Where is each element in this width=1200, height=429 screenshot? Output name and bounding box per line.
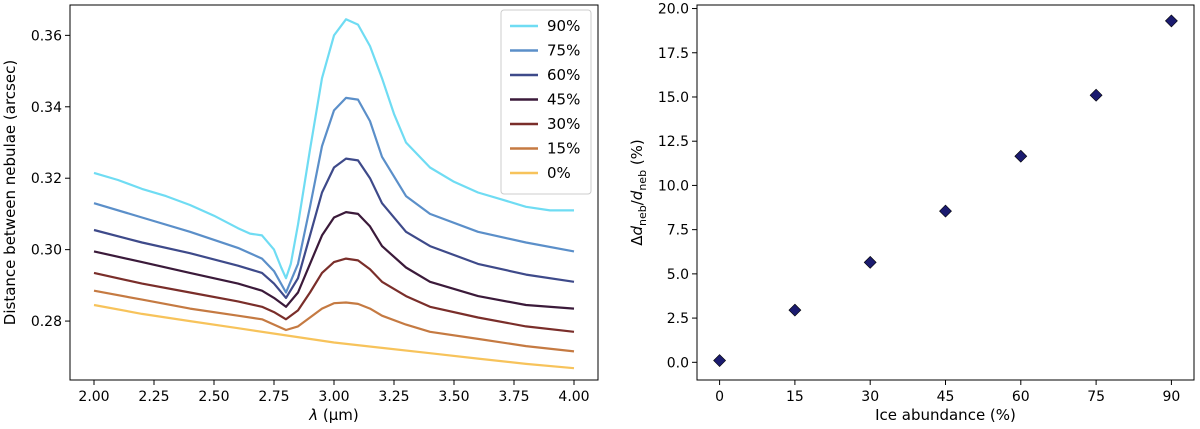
legend-label: 45% [547,91,580,109]
x-tick-label: 45 [937,389,955,405]
series-line-45pct [93,211,575,310]
data-point [939,204,952,218]
y-tick-label: 0.36 [31,28,62,44]
scatter-chart-frame [696,4,1195,381]
x-tick-label: 30 [861,389,879,405]
y-tick-label: 20.0 [658,2,689,18]
data-point [1164,14,1178,28]
x-tick-label: 60 [1012,389,1030,405]
x-tick-label: 2.75 [258,389,289,405]
x-tick-label: 75 [1087,389,1105,405]
data-point [1014,149,1028,163]
series-line-90pct [93,18,574,280]
x-tick-label: 3.25 [378,389,409,405]
data-point [788,303,802,317]
y-tick-label: 12.5 [658,134,689,150]
legend-label: 30% [547,115,580,133]
scatter-chart: 0 15 30 45 60 75 90 0.0 2.5 5.0 7.5 10.0 12.5 15.0 17.… [628,2,1195,424]
x-tick-label: 3.50 [438,389,469,405]
x-tick-label: 2.00 [78,389,109,405]
x-tick-label: 90 [1162,389,1180,405]
y-tick-label: 0.32 [31,171,62,187]
series-line-0pct [93,303,575,370]
x-tick-label: 2.25 [138,389,169,405]
x-axis-label: Ice abundance (%) [875,406,1016,424]
y-tick-label: 0.0 [667,355,689,371]
x-tick-label: 4.00 [558,389,589,405]
x-tick-label: 3.75 [498,389,529,405]
x-tick-label: 2.50 [198,389,229,405]
legend-label: 60% [547,66,580,84]
series-line-75pct [93,96,575,294]
data-point [1089,88,1103,102]
data-point [713,354,727,367]
legend-label: 0% [547,164,571,182]
y-tick-label: 15.0 [658,90,689,106]
y-tick-label: 0.30 [31,243,62,259]
y-tick-label: 17.5 [658,46,689,62]
y-tick-label: 0.28 [31,314,62,330]
series-line-15pct [93,289,575,353]
x-tick-label: 15 [786,389,804,405]
y-tick-label: 5.0 [667,267,689,283]
y-tick-label: 10.0 [658,178,689,194]
x-tick-label: 0 [715,389,724,405]
series-line-60pct [93,157,575,299]
data-point [863,255,877,269]
line-chart: 2.00 2.25 2.50 2.75 3.00 3.25 3.50 3.75 4.00 0.28… [1,4,599,424]
y-tick-label: 7.5 [667,223,689,239]
legend-label: 90% [547,17,580,35]
legend-label: 75% [547,42,580,60]
legend-label: 15% [547,140,580,158]
x-tick-label: 3.00 [318,389,349,405]
series-line-30pct [93,257,575,333]
y-axis-label: Distance between nebulae (arcsec) [1,60,19,325]
x-axis-label: λ (μm) [308,406,359,424]
y-tick-label: 0.34 [31,100,62,116]
y-axis-label: Δdneb/dneb (%) [628,139,649,246]
y-tick-label: 2.5 [667,311,689,327]
